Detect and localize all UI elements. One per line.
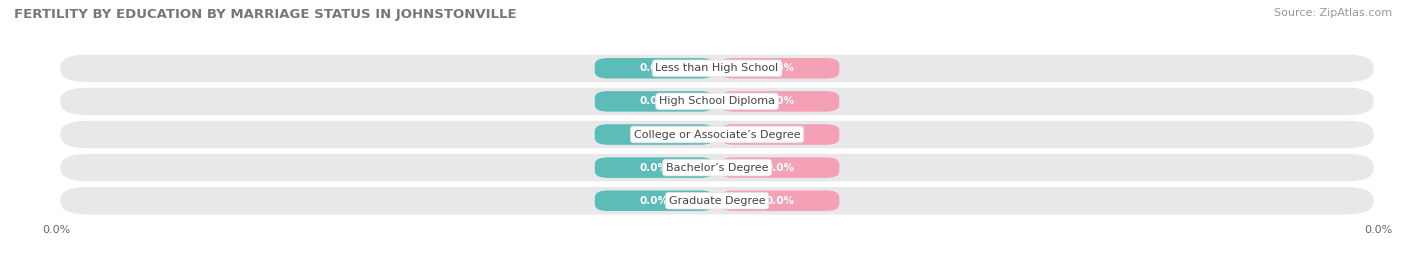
Text: 0.0%: 0.0% xyxy=(765,162,794,173)
FancyBboxPatch shape xyxy=(59,153,1375,182)
FancyBboxPatch shape xyxy=(595,58,714,79)
FancyBboxPatch shape xyxy=(59,120,1375,149)
Text: 0.0%: 0.0% xyxy=(640,196,669,206)
Text: Bachelor’s Degree: Bachelor’s Degree xyxy=(666,162,768,173)
Text: 0.0%: 0.0% xyxy=(765,129,794,140)
Text: 0.0%: 0.0% xyxy=(640,162,669,173)
Text: 0.0%: 0.0% xyxy=(640,63,669,73)
FancyBboxPatch shape xyxy=(59,87,1375,116)
Text: FERTILITY BY EDUCATION BY MARRIAGE STATUS IN JOHNSTONVILLE: FERTILITY BY EDUCATION BY MARRIAGE STATU… xyxy=(14,8,516,21)
Text: High School Diploma: High School Diploma xyxy=(659,96,775,107)
FancyBboxPatch shape xyxy=(59,186,1375,215)
FancyBboxPatch shape xyxy=(720,190,839,211)
FancyBboxPatch shape xyxy=(595,190,714,211)
FancyBboxPatch shape xyxy=(595,157,714,178)
Text: 0.0%: 0.0% xyxy=(765,63,794,73)
Text: 0.0%: 0.0% xyxy=(765,196,794,206)
FancyBboxPatch shape xyxy=(720,124,839,145)
FancyBboxPatch shape xyxy=(595,124,714,145)
FancyBboxPatch shape xyxy=(720,91,839,112)
Text: 0.0%: 0.0% xyxy=(640,96,669,107)
FancyBboxPatch shape xyxy=(720,157,839,178)
Text: Graduate Degree: Graduate Degree xyxy=(669,196,765,206)
FancyBboxPatch shape xyxy=(720,58,839,79)
FancyBboxPatch shape xyxy=(59,54,1375,83)
Text: 0.0%: 0.0% xyxy=(765,96,794,107)
Text: 0.0%: 0.0% xyxy=(640,129,669,140)
Text: Less than High School: Less than High School xyxy=(655,63,779,73)
Text: College or Associate’s Degree: College or Associate’s Degree xyxy=(634,129,800,140)
FancyBboxPatch shape xyxy=(595,91,714,112)
Text: Source: ZipAtlas.com: Source: ZipAtlas.com xyxy=(1274,8,1392,18)
